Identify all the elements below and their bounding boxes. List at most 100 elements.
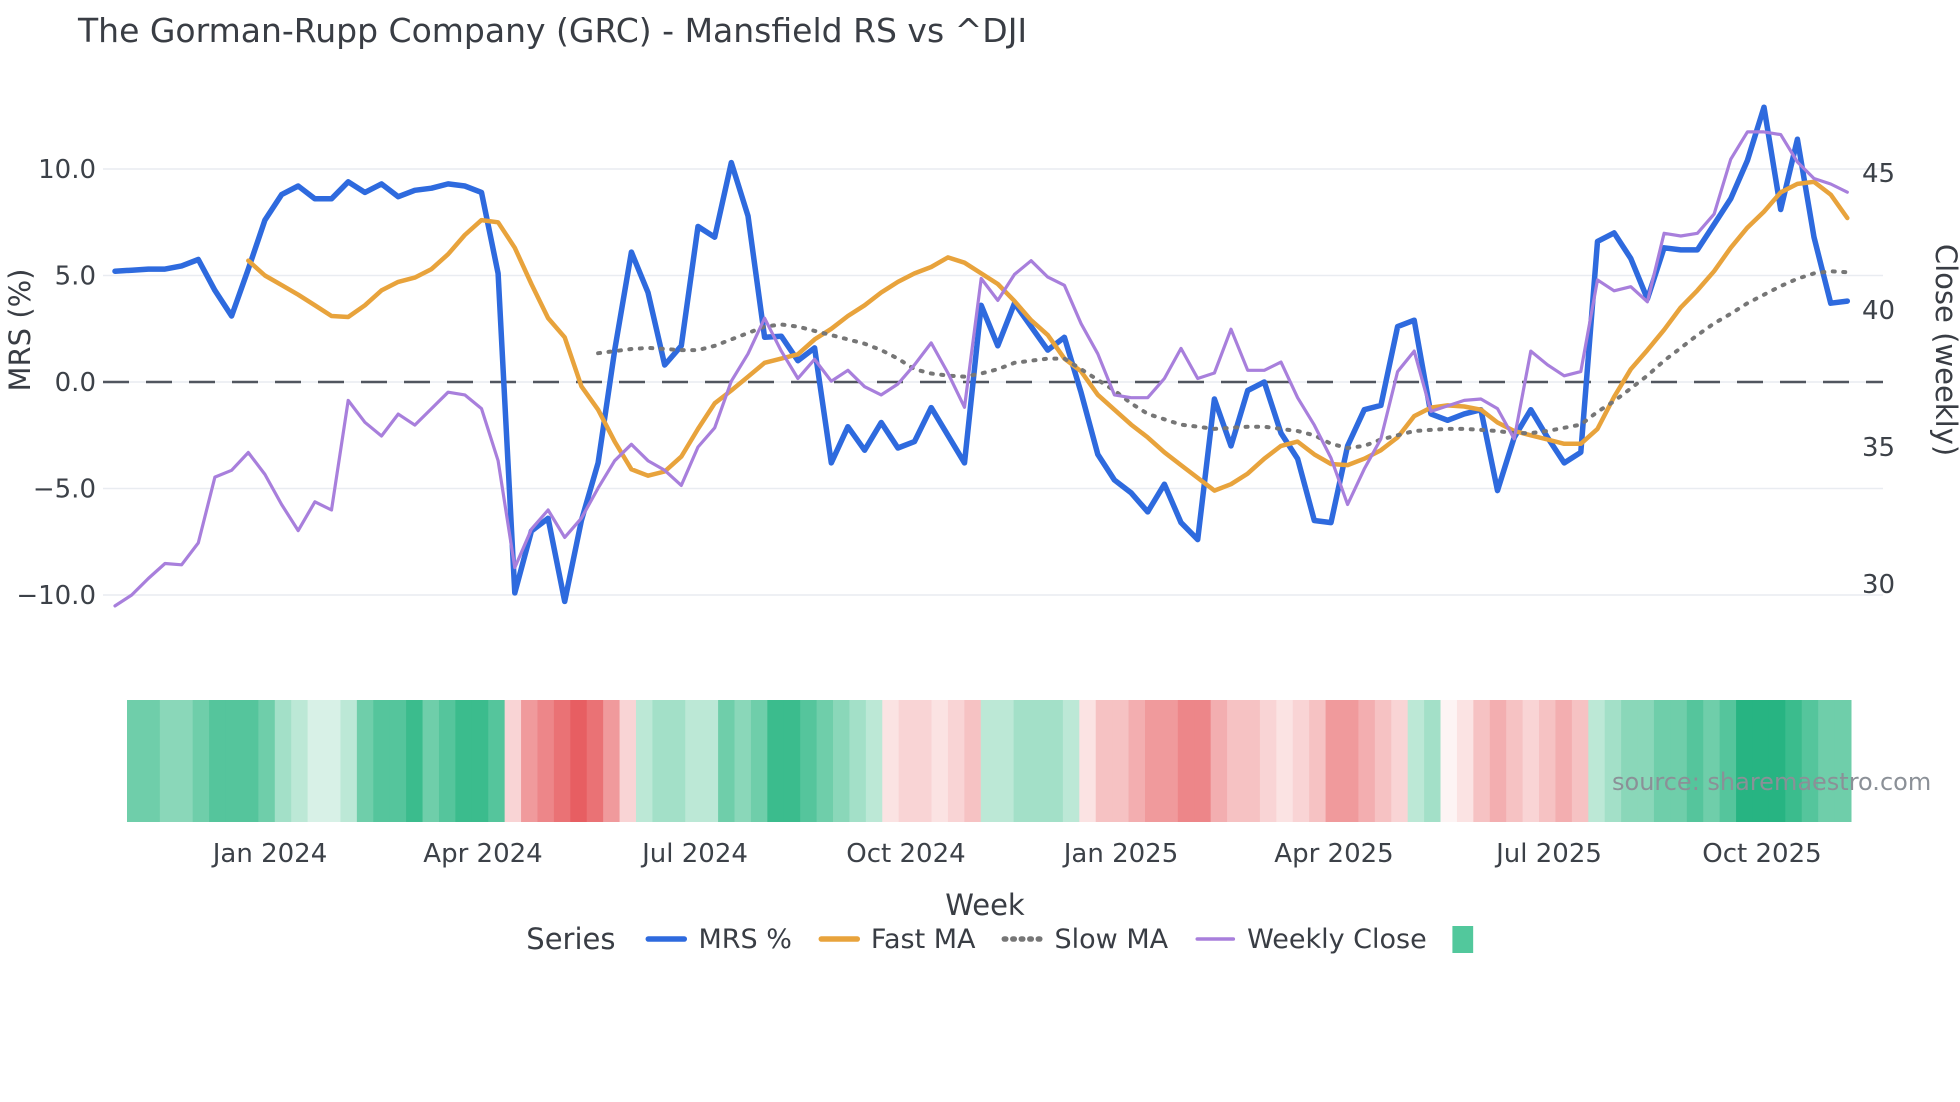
right-tick-label: 30	[1862, 570, 1895, 600]
heatmap-cell	[438, 700, 456, 822]
heatmap-cell	[324, 700, 341, 822]
legend-item-fast-ma: Fast MA	[818, 924, 976, 955]
heatmap-cell	[537, 700, 555, 822]
heatmap-cell	[619, 700, 637, 822]
heatmap-cell	[1374, 700, 1392, 822]
legend-item-label: Fast MA	[870, 923, 976, 955]
heatmap-cell	[143, 700, 161, 822]
right-tick-label: 45	[1862, 159, 1895, 189]
heatmap-cell	[307, 700, 325, 822]
heatmap-cell	[1161, 700, 1179, 822]
heatmap-cell	[1621, 700, 1639, 822]
heatmap-cell	[898, 700, 916, 822]
heatmap-cell	[340, 700, 358, 822]
series-line-slow-ma	[596, 269, 1850, 450]
legend-item-mrs-: MRS %	[645, 924, 792, 955]
heatmap-cell	[586, 700, 604, 822]
x-tick-label: Oct 2025	[1702, 839, 1821, 869]
x-tick-label: Apr 2025	[1274, 839, 1393, 869]
heatmap-cell	[1555, 700, 1573, 822]
heatmap-cell	[816, 700, 834, 822]
heatmap-cell	[1128, 700, 1146, 822]
legend-item-weekly-close: Weekly Close	[1194, 924, 1427, 955]
left-axis-ticks: 10.0 5.0 0.0 −5.0 −10.0	[16, 155, 96, 611]
heatmap-cell	[1834, 700, 1852, 822]
heatmap-cell	[1473, 700, 1491, 822]
heatmap-cell	[997, 700, 1015, 822]
heatmap-cell	[800, 700, 818, 822]
legend-item-heatmap	[1452, 925, 1474, 953]
heatmap-cell	[1062, 700, 1080, 822]
heatmap-cell	[471, 700, 489, 822]
heatmap-strip	[127, 700, 1852, 822]
x-tick-label: Oct 2024	[846, 839, 965, 869]
x-tick-label: Jul 2024	[640, 839, 748, 869]
heatmap-cell	[1456, 700, 1474, 822]
left-tick-label: −10.0	[16, 581, 96, 611]
heatmap-cell	[241, 700, 259, 822]
heatmap-cell	[1112, 700, 1130, 822]
left-tick-label: 10.0	[38, 155, 96, 185]
series-line-weekly-close	[113, 130, 1849, 608]
heatmap-cell	[1243, 700, 1261, 822]
heatmap-cell	[865, 700, 883, 822]
heatmap-cell	[504, 700, 522, 822]
heatmap-cell	[1506, 700, 1524, 822]
right-axis-title: Close (weekly)	[1929, 244, 1960, 456]
x-axis-title: Week	[945, 888, 1025, 922]
heatmap-cell	[1736, 700, 1753, 822]
heatmap-cell	[767, 700, 785, 822]
series-lines	[112, 104, 1851, 608]
x-axis-ticks: Jan 2024 Apr 2024 Jul 2024 Oct 2024 Jan 2025…	[211, 839, 1822, 869]
right-axis-ticks: 45 40 35 30	[1862, 159, 1895, 600]
legend: Series MRS % Fast MA Slow MA Weekly Close	[526, 922, 1474, 956]
heatmap-cell	[1095, 700, 1113, 822]
heatmap-cell	[1686, 700, 1704, 822]
heatmap-cell	[1571, 700, 1589, 822]
chart-title: The Gorman-Rupp Company (GRC) - Mansfiel…	[77, 11, 1027, 50]
heatmap-cell	[1539, 700, 1556, 822]
heatmap-cell	[1604, 700, 1622, 822]
left-tick-label: 0.0	[55, 368, 96, 398]
heatmap-cell	[1276, 700, 1294, 822]
heatmap-cell	[1440, 700, 1458, 822]
heatmap-cell	[1719, 700, 1737, 822]
heatmap-cell	[947, 700, 965, 822]
heatmap-cell	[1424, 700, 1442, 822]
heatmap-cell	[1292, 700, 1310, 822]
legend-item-label: Weekly Close	[1247, 923, 1427, 955]
x-tick-label: Jan 2024	[211, 839, 328, 869]
heatmap-cell	[258, 700, 276, 822]
heatmap-cell	[1637, 700, 1655, 822]
heatmap-cell	[225, 700, 243, 822]
left-tick-label: −5.0	[33, 475, 96, 505]
dotted-line-swatch-icon	[1001, 936, 1044, 942]
left-tick-label: 5.0	[55, 262, 96, 292]
heatmap-cell	[488, 700, 506, 822]
line-swatch-icon	[645, 936, 688, 942]
heatmap-cell	[750, 700, 768, 822]
heatmap-cell	[570, 700, 588, 822]
heatmap-cell	[1818, 700, 1836, 822]
heatmap-cell	[553, 700, 571, 822]
heatmap-cell	[701, 700, 719, 822]
right-tick-label: 40	[1862, 296, 1895, 326]
heatmap-cell	[1227, 700, 1244, 822]
legend-title: Series	[526, 922, 616, 956]
heatmap-cell	[734, 700, 752, 822]
series-line-fast-ma	[246, 179, 1850, 493]
heatmap-cell	[455, 700, 473, 822]
source-note: source: sharemaestro.com	[1612, 768, 1931, 796]
heatmap-cell	[422, 700, 440, 822]
heatmap-cell	[521, 700, 538, 822]
legend-item-label: Slow MA	[1054, 923, 1169, 955]
left-axis-title: MRS (%)	[3, 269, 37, 392]
heatmap-cell	[373, 700, 391, 822]
x-tick-label: Jan 2025	[1062, 839, 1179, 869]
heatmap-cell	[833, 700, 850, 822]
heatmap-cell	[1489, 700, 1507, 822]
heatmap-cell	[668, 700, 686, 822]
legend-items: MRS % Fast MA Slow MA Weekly Close	[645, 923, 1474, 955]
heatmap-cell	[1259, 700, 1277, 822]
